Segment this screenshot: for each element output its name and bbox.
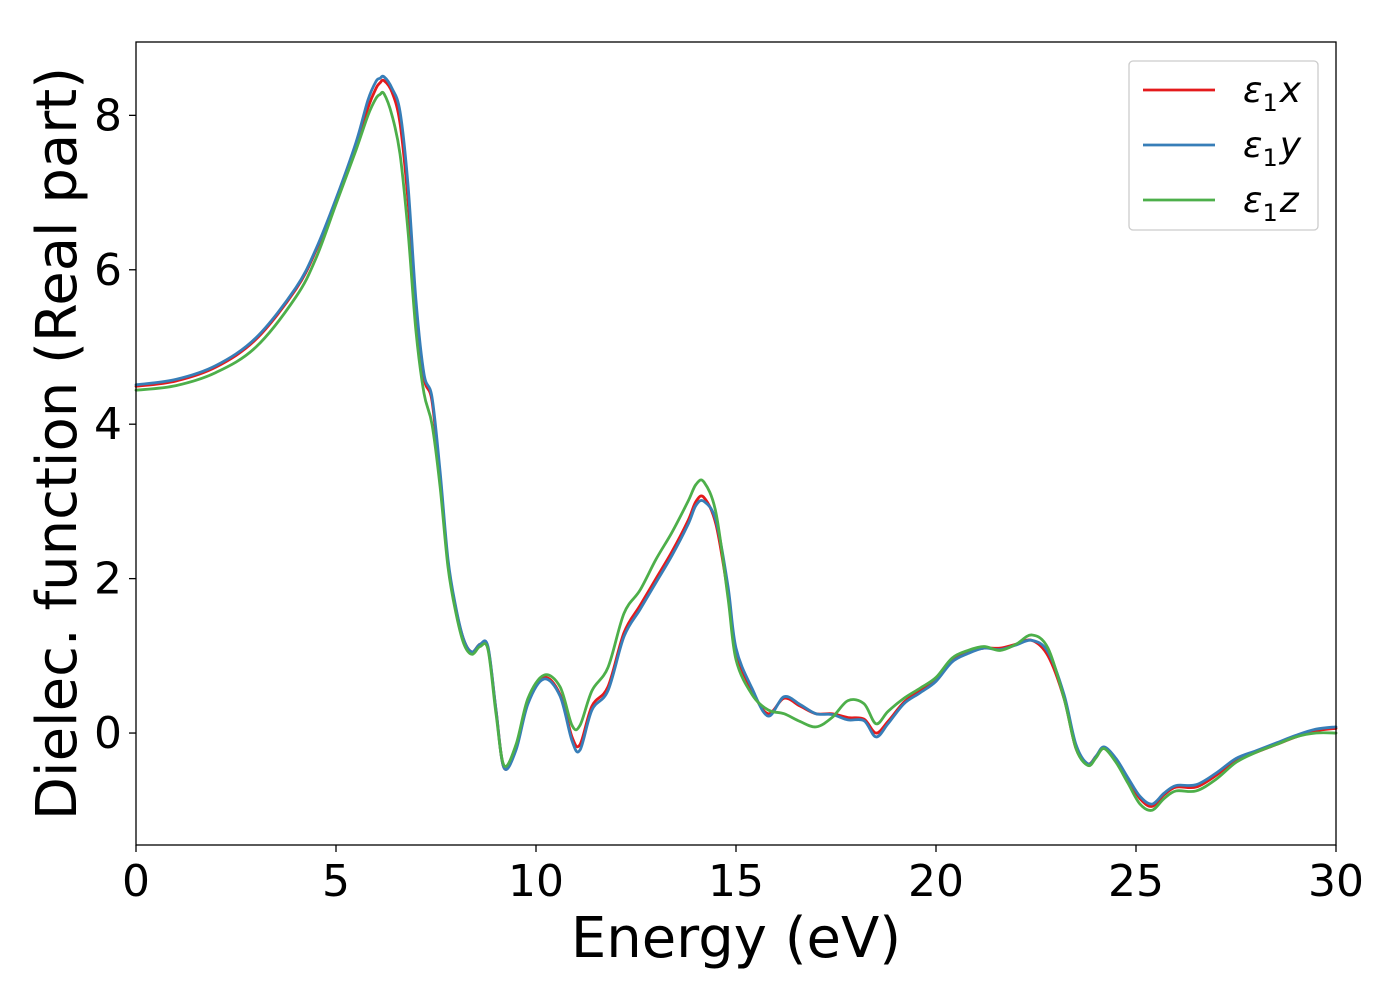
x-tick-label: 30 xyxy=(1308,856,1364,907)
legend-label-z: ε1z xyxy=(1243,180,1300,227)
legend-variable: x xyxy=(1279,70,1302,111)
x-tick-label: 20 xyxy=(908,856,964,907)
legend-label-x: ε1x xyxy=(1243,70,1302,117)
y-tick-label: 0 xyxy=(94,708,122,759)
series-line-z xyxy=(134,90,1338,812)
y-tick-label: 6 xyxy=(94,245,122,296)
legend-box xyxy=(1128,60,1319,231)
legend-symbol: ε xyxy=(1243,70,1262,111)
legend-variable: y xyxy=(1279,125,1302,166)
x-axis-label: Energy (eV) xyxy=(571,906,901,971)
y-tick-label: 4 xyxy=(94,399,122,450)
x-tick-label: 25 xyxy=(1108,856,1164,907)
y-axis-label: Dielec. function (Real part) xyxy=(25,67,90,820)
y-axis: 0 2 4 6 8 xyxy=(94,90,136,759)
legend-symbol: ε xyxy=(1243,180,1262,221)
legend-label-y: ε1y xyxy=(1243,125,1302,172)
legend-subscript: 1 xyxy=(1262,199,1277,227)
series-layer xyxy=(134,74,1338,812)
series-line-y xyxy=(134,74,1338,806)
legend-symbol: ε xyxy=(1243,125,1262,166)
legend-subscript: 1 xyxy=(1262,89,1277,117)
legend-subscript: 1 xyxy=(1262,144,1277,172)
x-axis: 0 5 10 15 20 25 30 xyxy=(122,845,1364,907)
legend-variable: z xyxy=(1279,180,1300,221)
x-tick-label: 15 xyxy=(708,856,764,907)
x-tick-label: 10 xyxy=(508,856,564,907)
y-tick-label: 8 xyxy=(94,90,122,141)
x-tick-label: 0 xyxy=(122,856,150,907)
x-tick-label: 5 xyxy=(322,856,350,907)
y-tick-label: 2 xyxy=(94,554,122,605)
